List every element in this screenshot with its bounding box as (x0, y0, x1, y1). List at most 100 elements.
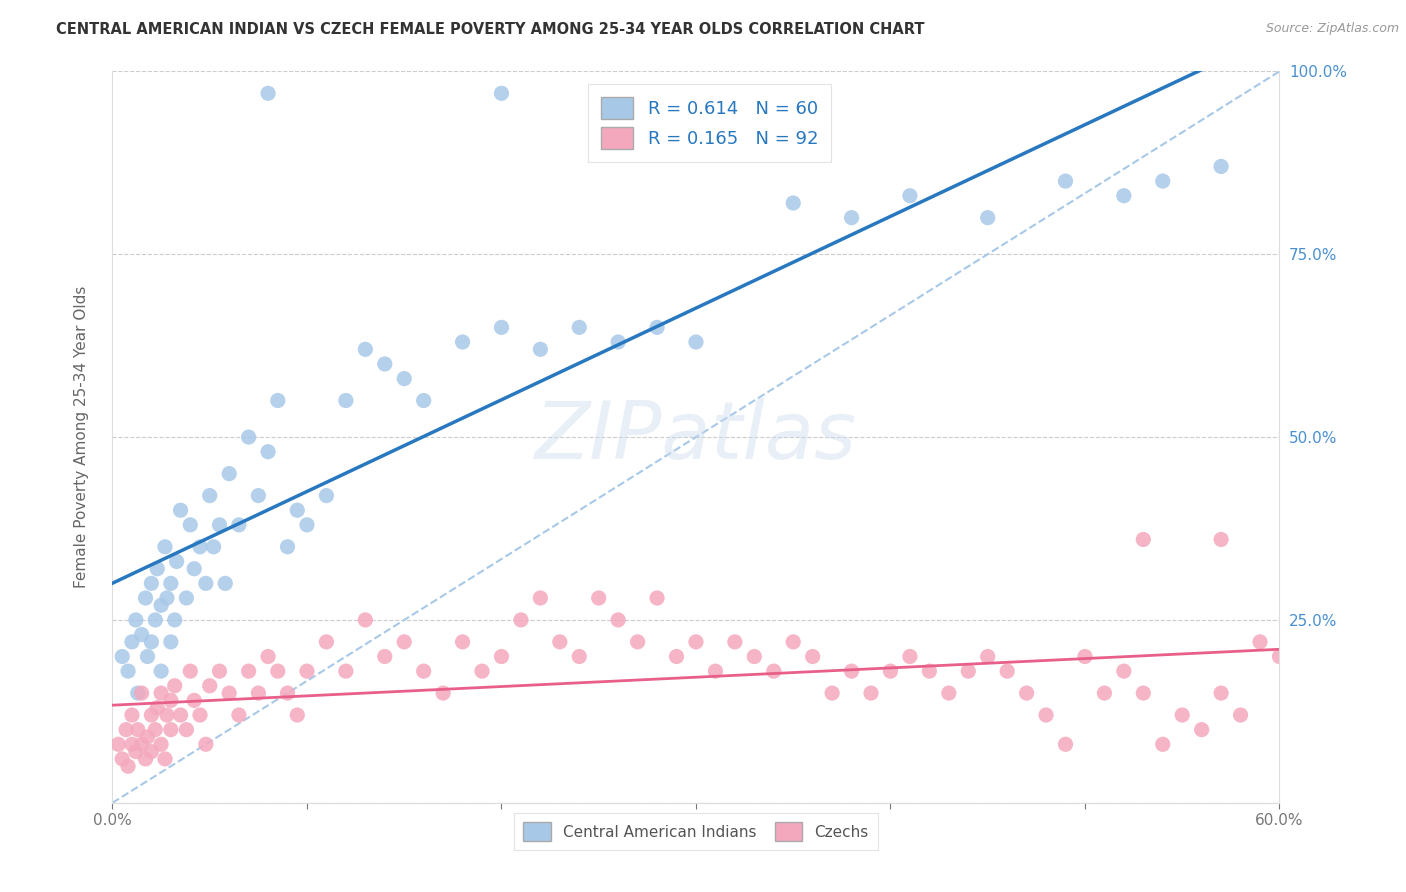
Point (1054, 174, 1077, 188)
Point (744, 649, 766, 664)
Text: Source: ZipAtlas.com: Source: ZipAtlas.com (1265, 22, 1399, 36)
Point (150, 599, 173, 613)
Point (295, 664, 318, 678)
Point (607, 613, 630, 627)
Point (218, 467, 240, 481)
Point (841, 664, 863, 678)
Point (146, 562, 169, 576)
Point (198, 679, 221, 693)
Point (898, 188, 921, 202)
Point (1015, 686, 1038, 700)
Point (121, 737, 143, 751)
Point (276, 686, 298, 700)
Point (238, 430, 260, 444)
Text: ZIPatlas: ZIPatlas (534, 398, 858, 476)
Point (995, 664, 1018, 678)
Point (135, 591, 157, 605)
Point (782, 196, 804, 211)
Point (295, 517, 318, 532)
Point (141, 635, 163, 649)
Point (141, 745, 163, 759)
Point (131, 737, 153, 751)
Point (247, 489, 270, 503)
Point (160, 576, 183, 591)
Point (1171, 708, 1194, 723)
Y-axis label: Female Poverty Among 25-34 Year Olds: Female Poverty Among 25-34 Year Olds (75, 286, 89, 588)
Point (111, 752, 134, 766)
Point (1054, 737, 1077, 751)
Point (153, 540, 176, 554)
Point (315, 635, 337, 649)
Point (156, 591, 179, 605)
Point (160, 635, 183, 649)
Point (267, 393, 290, 408)
Point (976, 649, 998, 664)
Point (257, 649, 280, 664)
Point (183, 693, 205, 707)
Point (685, 635, 707, 649)
Point (879, 664, 901, 678)
Point (150, 664, 173, 678)
Point (107, 737, 129, 751)
Point (354, 343, 377, 357)
Point (529, 591, 551, 605)
Point (214, 576, 236, 591)
Point (1152, 737, 1174, 751)
Point (724, 635, 747, 649)
Point (568, 649, 591, 664)
Point (143, 613, 166, 627)
Point (762, 664, 785, 678)
Point (150, 737, 173, 751)
Legend: Central American Indians, Czechs: Central American Indians, Czechs (515, 813, 877, 850)
Point (143, 723, 166, 737)
Point (588, 591, 610, 605)
Point (131, 686, 153, 700)
Point (627, 635, 650, 649)
Point (188, 708, 211, 723)
Point (194, 737, 217, 751)
Point (801, 649, 824, 664)
Point (121, 708, 143, 723)
Point (1249, 635, 1271, 649)
Point (183, 562, 205, 576)
Point (938, 686, 960, 700)
Point (645, 591, 668, 605)
Point (198, 489, 221, 503)
Point (665, 649, 688, 664)
Point (568, 320, 591, 334)
Point (354, 613, 377, 627)
Point (976, 211, 998, 225)
Point (127, 723, 149, 737)
Point (160, 723, 183, 737)
Point (257, 444, 280, 458)
Point (1074, 649, 1097, 664)
Point (238, 664, 260, 678)
Point (1094, 686, 1116, 700)
Point (117, 664, 139, 678)
Point (1112, 664, 1135, 678)
Point (841, 211, 863, 225)
Point (315, 489, 337, 503)
Point (1132, 686, 1154, 700)
Point (491, 649, 513, 664)
Point (176, 723, 198, 737)
Point (247, 686, 270, 700)
Point (394, 371, 416, 385)
Point (1152, 174, 1174, 188)
Point (607, 334, 630, 349)
Point (704, 664, 727, 678)
Point (141, 708, 163, 723)
Point (176, 591, 198, 605)
Point (135, 752, 157, 766)
Point (1209, 533, 1232, 547)
Point (228, 708, 250, 723)
Point (150, 686, 173, 700)
Point (432, 686, 454, 700)
Point (374, 357, 396, 371)
Point (267, 664, 290, 678)
Point (136, 730, 159, 744)
Point (285, 708, 308, 723)
Point (218, 686, 240, 700)
Point (451, 334, 474, 349)
Point (146, 700, 169, 714)
